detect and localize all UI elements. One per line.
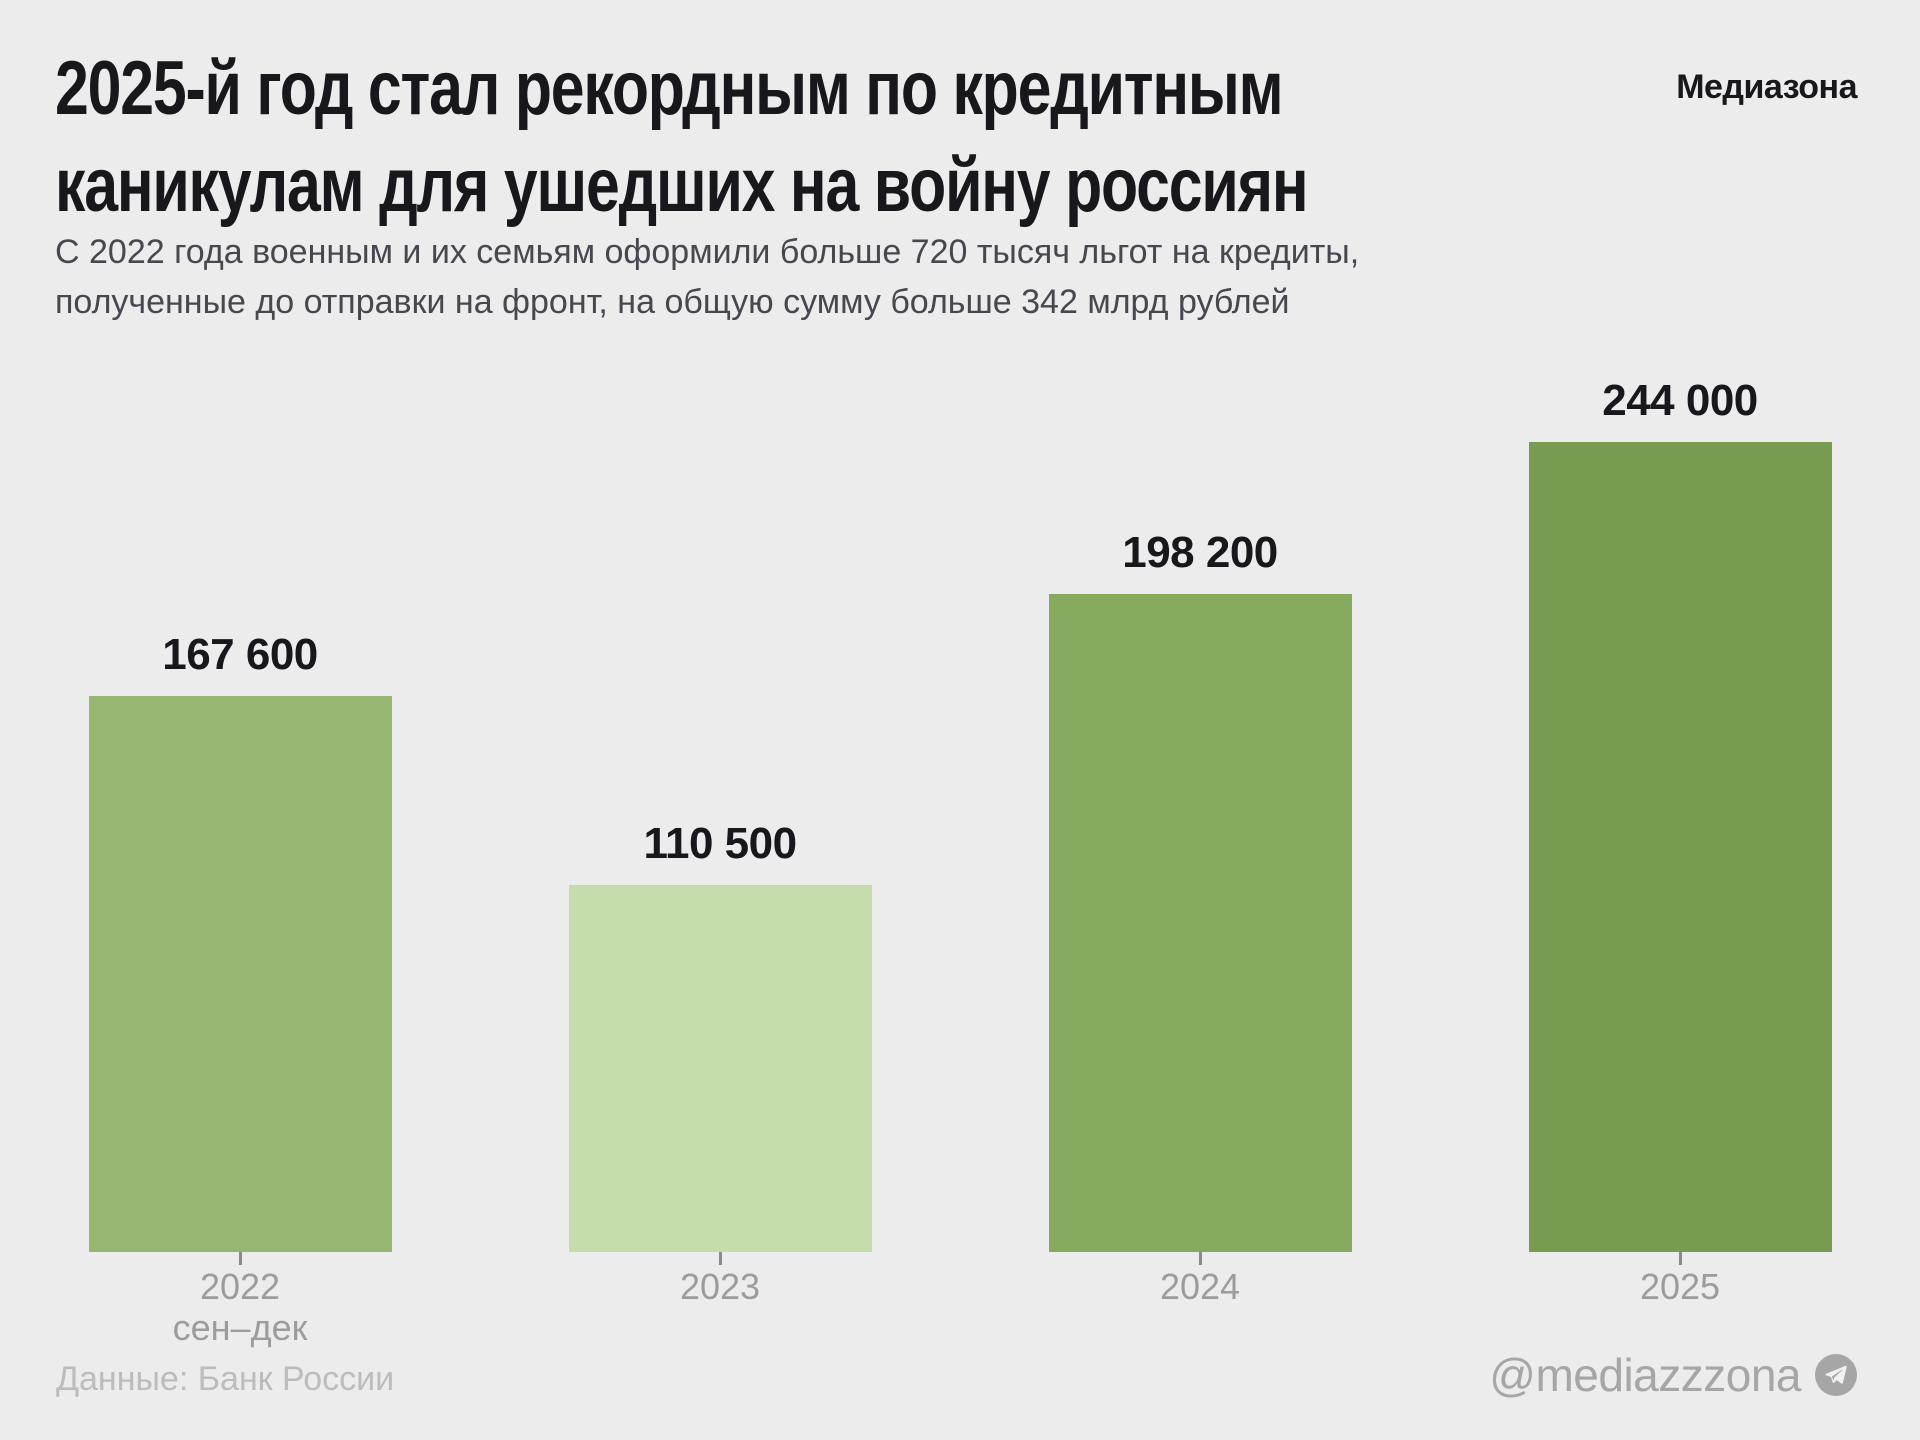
bar-value-label: 167 600: [162, 630, 318, 679]
axis-col-2025: 2025: [1440, 1252, 1920, 1349]
axis-sublabel: сен–дек: [172, 1307, 308, 1348]
data-source-note: Данные: Банк России: [56, 1360, 395, 1398]
brand-logo: Медиазона: [1676, 68, 1857, 106]
page-title-line-1: 2025-й год стал рекордным по кредитным: [55, 46, 1284, 131]
bar-column-2025: 244 000: [1440, 376, 1920, 1252]
axis-tick: [1678, 1252, 1682, 1265]
axis-year-label: 2025: [1639, 1266, 1721, 1307]
axis-col-2024: 2024: [960, 1252, 1440, 1349]
page-title-line-2: каникулам для ушедших на войну россиян: [55, 143, 1309, 228]
axis-tick: [718, 1252, 722, 1265]
axis-col-2023: 2023: [480, 1252, 960, 1349]
axis-year-label: 2023: [679, 1266, 761, 1307]
chart-subtitle-line-2: полученные до отправки на фронт, на общу…: [55, 283, 1290, 321]
bar-2022: [88, 696, 392, 1252]
chart-subtitle-line-1: С 2022 года военным и их семьям оформили…: [55, 233, 1360, 271]
chart-subtitle: С 2022 года военным и их семьям оформили…: [55, 227, 1359, 327]
telegram-icon: [1815, 1354, 1857, 1396]
axis-tick: [238, 1252, 242, 1265]
bar-2025: [1528, 442, 1832, 1252]
bar-2024: [1048, 594, 1352, 1252]
bar-column-2022: 167 600: [0, 630, 480, 1252]
axis-col-2022: 2022 сен–дек: [0, 1252, 480, 1349]
bar-column-2024: 198 200: [960, 528, 1440, 1252]
bar-value-label: 110 500: [643, 819, 797, 868]
axis-year-label: 2024: [1159, 1266, 1241, 1307]
telegram-handle-text: @mediazzzona: [1489, 1349, 1801, 1401]
bar-value-label: 198 200: [1122, 528, 1278, 577]
telegram-handle: @mediazzzona: [1489, 1348, 1857, 1402]
x-axis: 2022 сен–дек 2023 2024 2025: [0, 1252, 1920, 1349]
bar-column-2023: 110 500: [480, 819, 960, 1252]
bar-chart: 167 600 110 500 198 200 244 000: [0, 300, 1920, 1252]
bar-value-label: 244 000: [1602, 376, 1758, 425]
bar-2023: [568, 885, 872, 1252]
page-title: 2025-й год стал рекордным по кредитным к…: [55, 40, 1309, 234]
axis-tick: [1198, 1252, 1202, 1265]
axis-year-label: 2022: [199, 1266, 281, 1307]
